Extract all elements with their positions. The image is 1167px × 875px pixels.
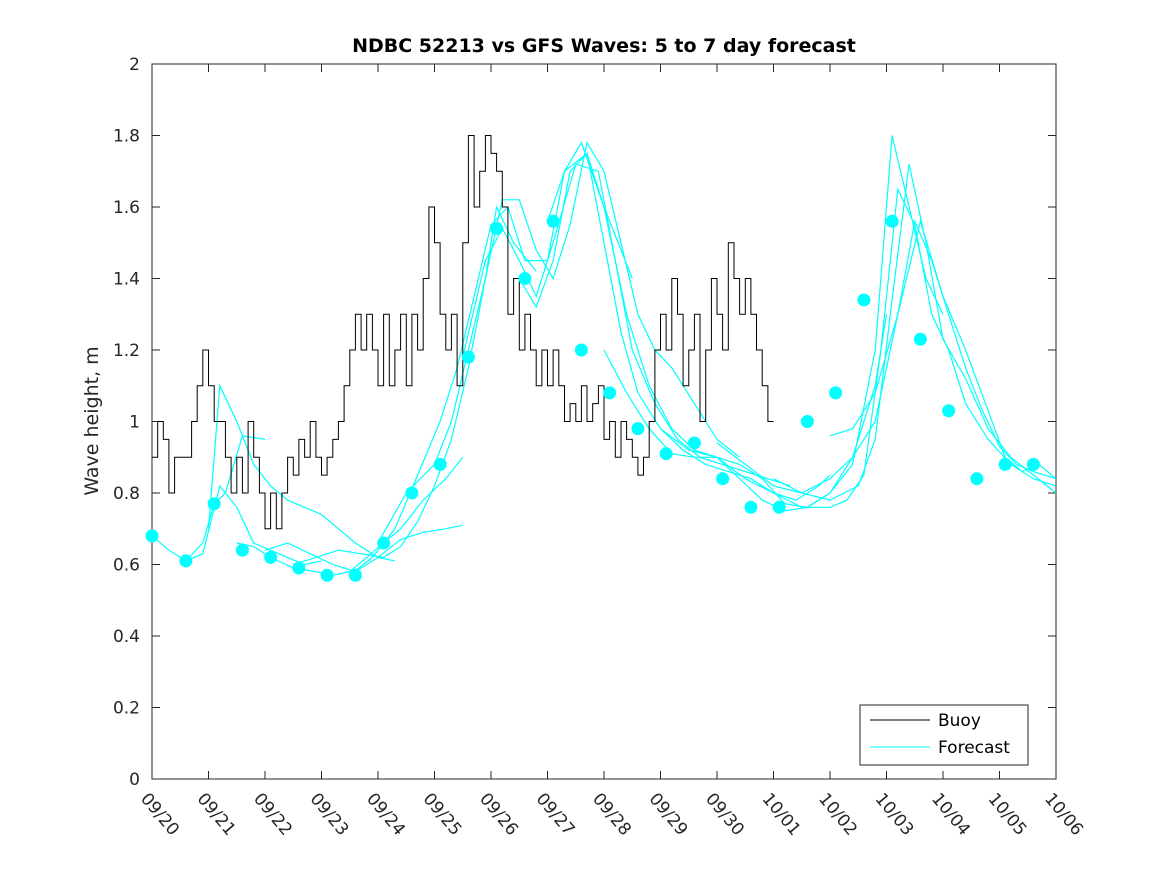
y-tick-label: 1.2 — [113, 341, 140, 361]
forecast-marker — [145, 529, 159, 543]
forecast-marker — [942, 404, 956, 418]
y-tick-label: 0.6 — [113, 556, 140, 576]
forecast-marker — [348, 568, 362, 582]
forecast-marker — [998, 457, 1012, 471]
forecast-marker — [659, 447, 673, 461]
forecast-marker — [631, 422, 645, 436]
buoy-line — [152, 135, 774, 530]
forecast-marker — [913, 332, 927, 346]
forecast-marker — [1026, 457, 1040, 471]
forecast-marker — [744, 500, 758, 514]
forecast-marker — [970, 472, 984, 486]
forecast-marker — [603, 386, 617, 400]
x-tick-label: 09/25 — [419, 789, 466, 839]
x-tick-label: 09/21 — [193, 789, 240, 839]
y-tick-label: 1 — [129, 413, 140, 433]
x-tick-label: 09/26 — [475, 789, 522, 839]
y-tick-label: 1.8 — [113, 127, 140, 147]
forecast-marker — [687, 436, 701, 450]
series-layer — [145, 135, 1057, 582]
forecast-marker — [518, 272, 532, 285]
forecast-line — [264, 524, 463, 573]
x-tick-label: 10/03 — [871, 789, 918, 839]
forecast-marker — [772, 500, 786, 514]
y-axis-label: Wave height, m — [81, 346, 103, 495]
x-tick-label: 10/06 — [1040, 789, 1087, 839]
forecast-marker — [292, 561, 306, 575]
forecast-marker — [179, 554, 193, 568]
x-tick-label: 09/29 — [645, 789, 692, 839]
x-tick-label: 09/30 — [701, 789, 748, 839]
y-tick-label: 0.2 — [113, 699, 140, 719]
forecast-marker — [405, 486, 419, 500]
y-axis: 0 0.2 0.4 0.6 0.8 1 1.2 1.4 1.6 1.8 2 — [113, 55, 1056, 790]
x-tick-label: 09/27 — [532, 789, 579, 839]
forecast-line — [349, 152, 633, 576]
forecast-marker — [377, 536, 391, 550]
forecast-marker — [320, 568, 334, 582]
forecast-marker — [857, 293, 871, 307]
forecast-line — [207, 383, 396, 562]
forecast-marker — [574, 343, 588, 357]
forecast-marker — [800, 415, 814, 428]
x-tick-label: 09/23 — [306, 789, 353, 839]
x-tick-label: 09/20 — [136, 789, 183, 839]
y-tick-label: 1.6 — [113, 198, 140, 218]
legend-forecast-label: Forecast — [938, 738, 1010, 758]
y-tick-label: 0.8 — [113, 484, 140, 504]
forecast-marker — [207, 497, 221, 511]
y-tick-label: 2 — [129, 55, 140, 75]
forecast-line — [377, 140, 740, 544]
forecast-marker — [885, 214, 899, 228]
x-tick-label: 09/28 — [588, 789, 635, 839]
legend-box — [859, 704, 1029, 766]
y-tick-label: 0.4 — [113, 627, 140, 647]
forecast-marker — [264, 550, 278, 564]
forecast-marker — [235, 543, 249, 557]
chart-title: NDBC 52213 vs GFS Waves: 5 to 7 day fore… — [352, 35, 856, 57]
forecast-line — [829, 219, 1057, 480]
forecast-marker — [716, 472, 730, 486]
forecast-marker — [829, 386, 843, 400]
forecast-marker — [546, 214, 560, 228]
forecast-marker — [461, 350, 475, 364]
x-tick-label: 09/22 — [249, 789, 296, 839]
forecast-marker — [433, 457, 447, 471]
y-tick-label: 1.4 — [113, 270, 140, 290]
x-tick-label: 10/02 — [814, 789, 861, 839]
legend-buoy-label: Buoy — [938, 711, 981, 731]
forecast-marker — [490, 221, 504, 235]
x-tick-label: 10/01 — [758, 789, 805, 839]
forecast-line — [660, 186, 1057, 508]
legend: Buoy Forecast — [859, 704, 1029, 766]
x-tick-label: 10/05 — [984, 789, 1031, 839]
x-tick-label: 09/24 — [362, 789, 409, 839]
forecast-line — [293, 204, 537, 566]
y-tick-label: 0 — [129, 770, 140, 790]
forecast-line — [603, 135, 944, 512]
x-tick-label: 10/04 — [927, 789, 974, 839]
